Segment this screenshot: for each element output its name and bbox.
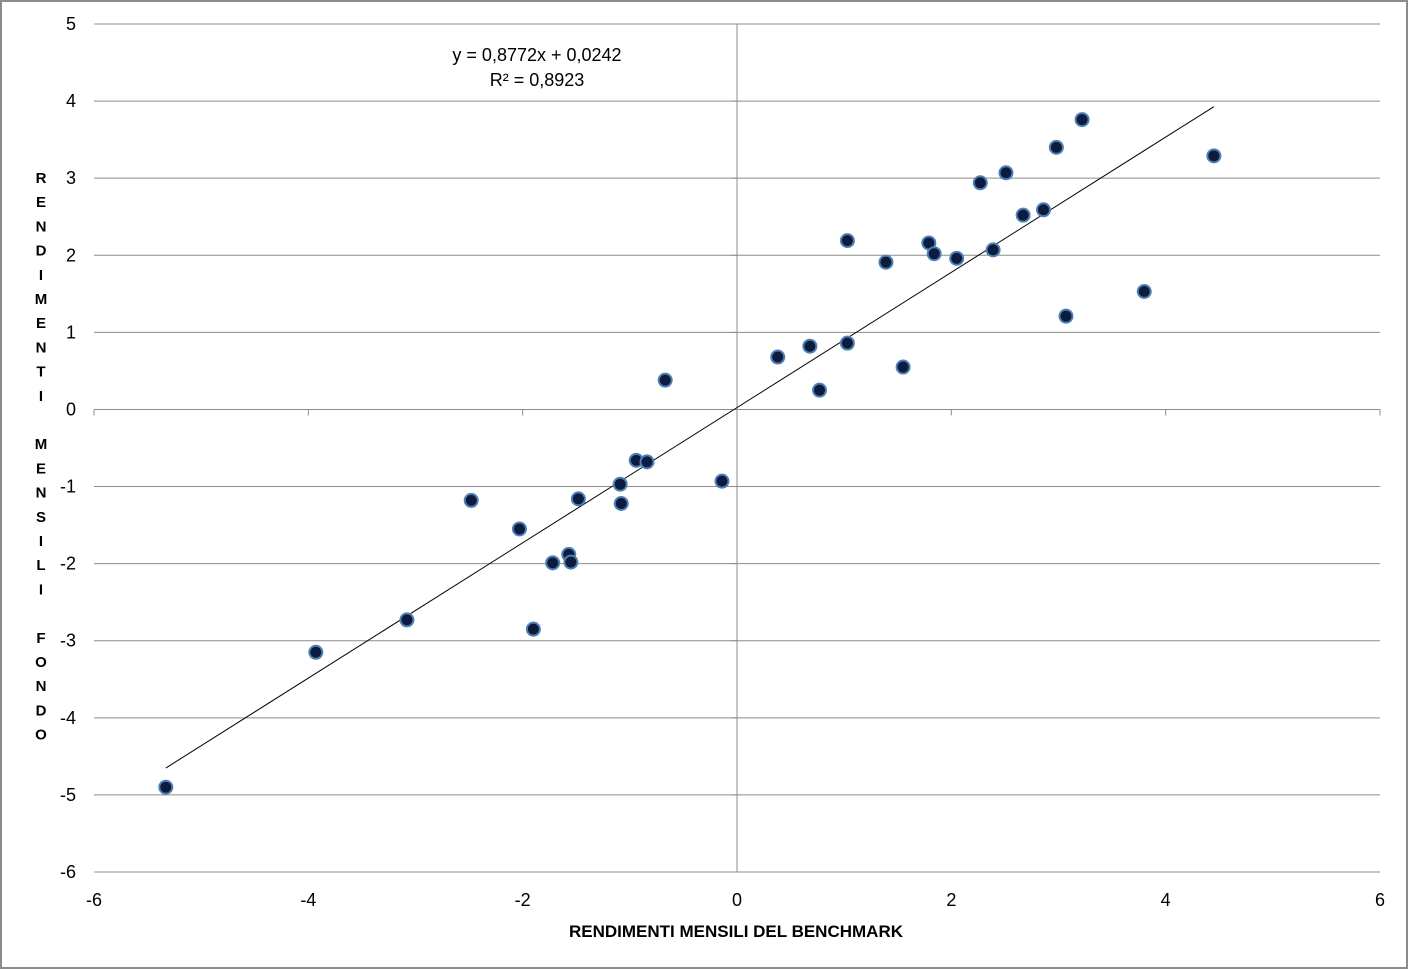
- y-tick-label: -3: [60, 631, 76, 651]
- data-point: [545, 555, 561, 571]
- trendline-equation: y = 0,8772x + 0,0242: [452, 45, 621, 65]
- x-tick-label: -6: [86, 890, 102, 910]
- y-tick-label: -2: [60, 554, 76, 574]
- y-axis-title-letter: N: [36, 339, 47, 356]
- data-point: [612, 476, 628, 492]
- data-point: [770, 349, 786, 365]
- y-tick-label: 0: [66, 399, 76, 419]
- data-point: [998, 165, 1014, 181]
- data-point: [657, 372, 673, 388]
- y-axis-title-letter: O: [35, 727, 47, 744]
- y-tick-label: -5: [60, 785, 76, 805]
- data-point: [972, 175, 988, 191]
- x-tick-labels: -6 -4 -2 0 2 4 6: [86, 890, 1385, 910]
- data-point: [613, 496, 629, 512]
- data-point: [1058, 308, 1074, 324]
- x-tick-label: 2: [946, 890, 956, 910]
- y-tick-label: 3: [66, 168, 76, 188]
- y-axis-title-letter: I: [39, 533, 43, 550]
- y-tick-label: 5: [66, 14, 76, 34]
- x-tick-label: 0: [732, 890, 742, 910]
- y-tick-label: -4: [60, 708, 76, 728]
- data-point: [1136, 284, 1152, 300]
- y-axis-title-letter: D: [36, 702, 47, 719]
- y-axis-title-letter: I: [39, 267, 43, 284]
- data-point: [895, 359, 911, 375]
- data-point: [525, 621, 541, 637]
- y-axis-title-letter: N: [36, 218, 47, 235]
- data-point: [1074, 112, 1090, 128]
- y-axis-title-letter: I: [39, 581, 43, 598]
- y-tick-label: 2: [66, 245, 76, 265]
- data-point: [802, 338, 818, 354]
- x-tick-label: 4: [1161, 890, 1171, 910]
- data-point: [714, 473, 730, 489]
- y-axis-title-letter: E: [36, 460, 46, 477]
- data-point: [570, 491, 586, 507]
- y-axis-title-letter: D: [36, 243, 47, 260]
- axes: [93, 23, 1381, 873]
- trendline-r-squared: R² = 0,8923: [490, 70, 585, 90]
- y-axis-title-letter: F: [36, 630, 45, 647]
- y-axis-title-letter: M: [35, 291, 48, 308]
- data-point: [1206, 148, 1222, 164]
- data-points: [158, 112, 1222, 795]
- data-point: [639, 454, 655, 470]
- y-axis-title-letter: E: [36, 194, 46, 211]
- y-tick-label: -6: [60, 862, 76, 882]
- data-point: [463, 492, 479, 508]
- data-point: [839, 233, 855, 249]
- trendline-group: [165, 106, 1215, 769]
- data-point: [563, 554, 579, 570]
- data-point: [839, 335, 855, 351]
- y-tick-labels: -6 -5 -4 -3 -2 -1 0 1 2 3 4 5: [60, 14, 76, 882]
- y-axis-title-letter: T: [36, 364, 45, 381]
- data-point: [949, 250, 965, 266]
- data-point: [926, 246, 942, 262]
- data-point: [812, 382, 828, 398]
- y-axis-title-letter: E: [36, 315, 46, 332]
- x-tick-label: -2: [515, 890, 531, 910]
- y-axis-title-letter: I: [39, 388, 43, 405]
- data-point: [511, 521, 527, 537]
- y-axis-title-letter: M: [35, 436, 48, 453]
- data-point: [878, 254, 894, 270]
- x-axis-title: RENDIMENTI MENSILI DEL BENCHMARK: [569, 922, 904, 941]
- trendline: [165, 106, 1215, 769]
- y-axis-title-letter: L: [36, 557, 45, 574]
- data-point: [1048, 139, 1064, 155]
- y-axis-title-letter: O: [35, 654, 47, 671]
- y-tick-label: -1: [60, 477, 76, 497]
- x-tick-label: -4: [300, 890, 316, 910]
- data-point: [308, 644, 324, 660]
- data-point: [399, 612, 415, 628]
- data-point: [158, 779, 174, 795]
- y-axis-title-letter: N: [36, 678, 47, 695]
- data-point: [985, 242, 1001, 258]
- y-tick-label: 4: [66, 91, 76, 111]
- x-tick-label: 6: [1375, 890, 1385, 910]
- y-axis-title-letter: N: [36, 485, 47, 502]
- y-axis-title-letter: R: [36, 170, 47, 187]
- data-point: [1035, 202, 1051, 218]
- data-point: [1015, 207, 1031, 223]
- y-tick-label: 1: [66, 322, 76, 342]
- y-axis-title-letter: S: [36, 509, 46, 526]
